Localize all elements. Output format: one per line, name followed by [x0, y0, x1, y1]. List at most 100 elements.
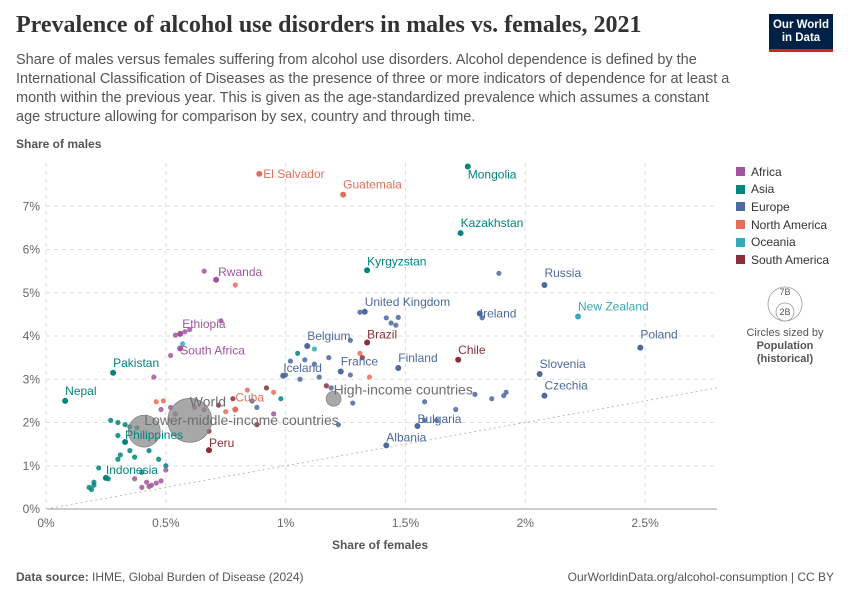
country-point[interactable] — [156, 456, 162, 462]
country-point[interactable] — [187, 326, 193, 333]
country-point[interactable] — [489, 396, 495, 402]
country-point[interactable] — [127, 448, 133, 454]
labeled-country-point[interactable] — [205, 447, 212, 454]
country-point[interactable] — [434, 417, 440, 423]
source-url[interactable]: OurWorldinData.org/alcohol-consumption |… — [567, 570, 834, 584]
country-point[interactable] — [223, 409, 229, 415]
country-point[interactable] — [163, 467, 169, 473]
labeled-country-point[interactable] — [541, 281, 548, 288]
country-point[interactable] — [146, 448, 152, 454]
country-point[interactable] — [88, 486, 95, 493]
country-point[interactable] — [297, 376, 303, 382]
country-point[interactable] — [311, 346, 317, 352]
labeled-country-point[interactable] — [383, 442, 390, 449]
country-point[interactable] — [323, 383, 329, 389]
country-point[interactable] — [168, 352, 174, 359]
labeled-country-point[interactable] — [575, 313, 582, 320]
labeled-country-point[interactable] — [364, 267, 371, 274]
labeled-country-point[interactable] — [455, 356, 462, 363]
labeled-country-point[interactable] — [122, 438, 129, 445]
country-point[interactable] — [347, 372, 353, 378]
country-point[interactable] — [479, 315, 485, 321]
country-point[interactable] — [201, 268, 207, 274]
country-point[interactable] — [172, 332, 179, 338]
labeled-country-point[interactable] — [177, 330, 184, 337]
country-point[interactable] — [316, 374, 322, 380]
country-point[interactable] — [366, 374, 373, 380]
country-point[interactable] — [158, 478, 164, 484]
country-point[interactable] — [347, 337, 353, 343]
country-point[interactable] — [91, 482, 97, 488]
country-point[interactable] — [215, 402, 222, 408]
country-point[interactable] — [146, 483, 152, 490]
country-point[interactable] — [122, 422, 128, 428]
owid-logo[interactable]: Our World in Data — [769, 14, 833, 52]
country-point[interactable] — [151, 374, 157, 380]
country-point[interactable] — [422, 399, 428, 405]
country-point[interactable] — [422, 417, 428, 423]
country-point[interactable] — [383, 315, 389, 321]
country-point[interactable] — [326, 355, 332, 361]
aggregate-point[interactable] — [127, 414, 161, 448]
country-point[interactable] — [357, 350, 363, 356]
country-point[interactable] — [232, 282, 238, 288]
country-point[interactable] — [311, 361, 317, 367]
country-point[interactable] — [357, 309, 363, 315]
country-point[interactable] — [115, 419, 121, 426]
country-point[interactable] — [182, 329, 188, 335]
labeled-country-point[interactable] — [62, 397, 69, 404]
country-point[interactable] — [108, 417, 114, 423]
country-point[interactable] — [295, 350, 301, 356]
country-point[interactable] — [472, 391, 478, 397]
legend-item-europe[interactable]: Europe — [736, 198, 829, 216]
labeled-country-point[interactable] — [637, 344, 644, 351]
country-point[interactable] — [453, 406, 459, 413]
labeled-country-point[interactable] — [110, 369, 117, 376]
labeled-country-point[interactable] — [102, 474, 109, 481]
legend-item-south-america[interactable]: South America — [736, 251, 829, 269]
country-point[interactable] — [218, 318, 224, 324]
country-point[interactable] — [395, 314, 401, 321]
country-point[interactable] — [132, 454, 138, 460]
labeled-country-point[interactable] — [340, 191, 347, 198]
country-point[interactable] — [388, 320, 394, 326]
country-point[interactable] — [503, 389, 509, 395]
country-point[interactable] — [163, 463, 169, 469]
country-point[interactable] — [96, 465, 102, 471]
labeled-country-point[interactable] — [414, 422, 421, 429]
country-point[interactable] — [132, 476, 138, 482]
labeled-country-point[interactable] — [536, 371, 543, 378]
labeled-country-point[interactable] — [364, 339, 371, 346]
labeled-country-point[interactable] — [464, 163, 471, 170]
country-point[interactable] — [153, 399, 159, 405]
labeled-country-point[interactable] — [304, 342, 311, 349]
labeled-country-point[interactable] — [177, 345, 184, 352]
labeled-country-point[interactable] — [280, 372, 287, 379]
country-point[interactable] — [350, 400, 356, 406]
country-point[interactable] — [496, 270, 502, 276]
country-point[interactable] — [254, 404, 260, 410]
country-point[interactable] — [254, 422, 260, 428]
labeled-country-point[interactable] — [395, 365, 402, 372]
country-point[interactable] — [144, 479, 150, 485]
country-point[interactable] — [160, 398, 167, 404]
country-point[interactable] — [230, 396, 236, 402]
country-point[interactable] — [244, 387, 250, 393]
labeled-country-point[interactable] — [256, 170, 263, 177]
country-point[interactable] — [278, 396, 284, 402]
country-point[interactable] — [117, 452, 123, 458]
labeled-country-point[interactable] — [361, 308, 368, 315]
country-point[interactable] — [263, 385, 270, 391]
country-point[interactable] — [335, 422, 341, 428]
country-point[interactable] — [153, 480, 159, 486]
country-point[interactable] — [287, 358, 294, 364]
country-point[interactable] — [271, 411, 277, 417]
country-point[interactable] — [179, 341, 186, 347]
country-point[interactable] — [393, 322, 399, 328]
legend-item-oceania[interactable]: Oceania — [736, 233, 829, 251]
labeled-country-point[interactable] — [232, 406, 239, 413]
country-point[interactable] — [249, 398, 255, 404]
country-point[interactable] — [139, 484, 145, 490]
country-point[interactable] — [302, 357, 308, 363]
labeled-country-point[interactable] — [213, 276, 220, 283]
